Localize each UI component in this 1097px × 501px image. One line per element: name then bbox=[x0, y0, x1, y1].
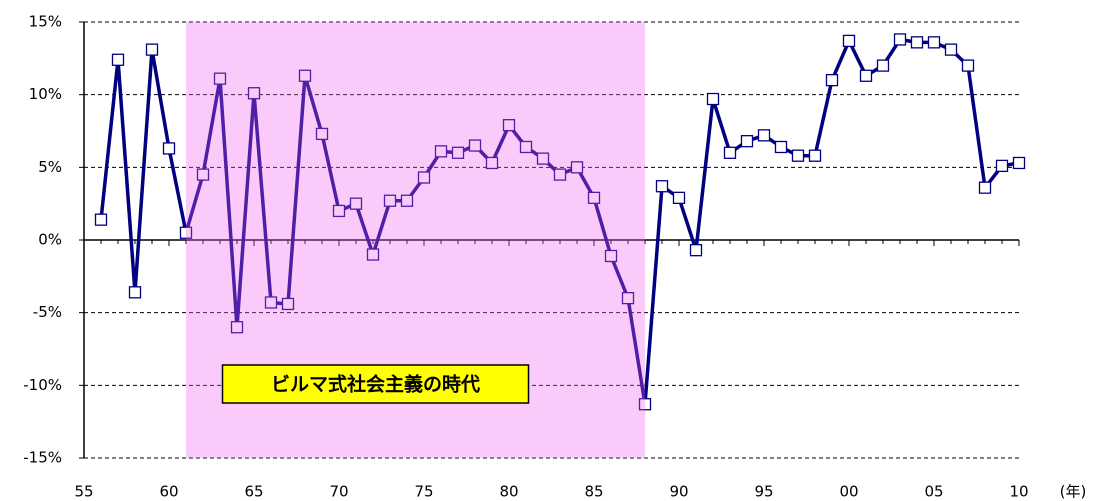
data-point bbox=[519, 140, 533, 154]
y-tick-label: -15% bbox=[23, 449, 62, 467]
x-tick-label: 65 bbox=[244, 483, 263, 501]
y-tick-label: 10% bbox=[29, 85, 62, 103]
data-point bbox=[944, 43, 958, 56]
x-tick-label: 80 bbox=[499, 483, 518, 501]
x-tick-label: 75 bbox=[414, 483, 433, 501]
data-point bbox=[757, 129, 771, 142]
x-tick-label: 85 bbox=[584, 483, 603, 501]
data-point bbox=[621, 291, 635, 305]
data-point bbox=[638, 398, 652, 411]
y-tick-label: 5% bbox=[38, 158, 62, 176]
data-point bbox=[298, 69, 312, 82]
data-point bbox=[587, 191, 601, 205]
data-point bbox=[230, 321, 244, 334]
data-point bbox=[213, 72, 227, 85]
data-point bbox=[893, 33, 907, 46]
data-point bbox=[94, 213, 108, 226]
data-point bbox=[910, 36, 924, 49]
data-point bbox=[774, 140, 788, 154]
y-tick-label: -10% bbox=[23, 376, 62, 394]
data-point bbox=[281, 297, 295, 311]
data-point bbox=[791, 149, 805, 162]
data-point bbox=[264, 296, 278, 309]
data-point bbox=[672, 191, 686, 205]
x-tick-label: 05 bbox=[924, 483, 943, 501]
data-point bbox=[961, 59, 975, 72]
data-point bbox=[366, 248, 380, 261]
x-tick-label: 95 bbox=[754, 483, 773, 501]
data-point bbox=[400, 194, 414, 207]
data-point bbox=[145, 43, 159, 56]
data-point bbox=[536, 152, 550, 165]
data-point bbox=[451, 146, 465, 159]
x-tick-label: 60 bbox=[159, 483, 178, 501]
x-tick-label: 70 bbox=[329, 483, 348, 501]
data-point bbox=[927, 36, 941, 49]
data-point bbox=[808, 149, 822, 162]
data-point bbox=[349, 197, 363, 210]
data-point bbox=[485, 156, 499, 170]
data-point bbox=[111, 53, 125, 66]
data-point bbox=[1012, 156, 1026, 170]
data-point bbox=[995, 159, 1009, 173]
data-point bbox=[740, 135, 754, 148]
data-point bbox=[859, 69, 873, 82]
data-point bbox=[689, 244, 703, 257]
data-point bbox=[502, 119, 516, 132]
data-point bbox=[978, 181, 992, 194]
data-point bbox=[179, 226, 193, 239]
y-tick-label: -5% bbox=[33, 303, 62, 321]
x-tick-label: 00 bbox=[839, 483, 858, 501]
x-tick-label: 90 bbox=[669, 483, 688, 501]
data-point bbox=[417, 171, 431, 184]
data-point bbox=[842, 34, 856, 48]
data-point bbox=[468, 139, 482, 152]
y-tick-label: 15% bbox=[29, 13, 62, 31]
data-point bbox=[604, 249, 618, 263]
data-point bbox=[247, 87, 261, 100]
data-point bbox=[196, 168, 210, 181]
x-unit: (年) bbox=[1060, 483, 1087, 501]
data-point bbox=[570, 161, 584, 174]
data-point bbox=[128, 286, 142, 299]
data-point bbox=[825, 73, 839, 87]
data-point bbox=[434, 145, 448, 158]
annotation: ビルマ式社会主義の時代 bbox=[271, 373, 480, 396]
data-point bbox=[383, 194, 397, 207]
data-point bbox=[315, 127, 329, 141]
data-point bbox=[553, 168, 567, 181]
data-point bbox=[655, 180, 669, 193]
data-point bbox=[706, 92, 720, 106]
data-point bbox=[876, 59, 890, 72]
annotation-box bbox=[221, 364, 530, 404]
x-tick-label: 10 bbox=[1009, 483, 1028, 501]
data-point bbox=[162, 142, 176, 155]
y-tick-label: 0% bbox=[38, 231, 62, 249]
x-tick-label: 55 bbox=[74, 483, 93, 501]
data-point bbox=[723, 146, 737, 159]
data-point bbox=[332, 204, 346, 218]
